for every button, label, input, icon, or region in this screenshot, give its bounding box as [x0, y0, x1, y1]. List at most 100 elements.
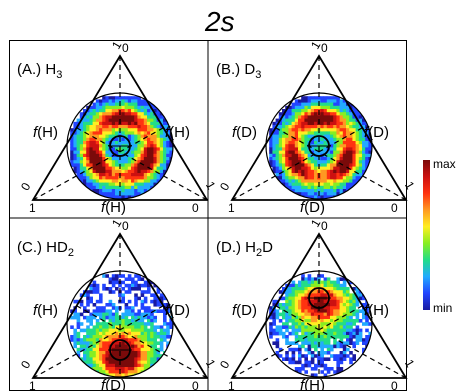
heat-cell	[108, 309, 113, 313]
heat-cell	[355, 312, 360, 317]
heat-cell	[111, 360, 116, 365]
heat-cell	[147, 306, 151, 310]
heat-cell	[304, 105, 308, 110]
heat-cell	[336, 112, 340, 116]
heat-cell	[115, 360, 119, 365]
bottom-axis-label: f(D)	[300, 199, 325, 216]
heat-cell	[355, 137, 360, 142]
heat-cell	[108, 160, 113, 164]
heat-cell	[147, 328, 151, 333]
heat-cell	[310, 283, 315, 288]
heat-cell	[102, 309, 106, 313]
heat-cell	[288, 118, 292, 123]
heat-cell	[362, 118, 366, 123]
heat-cell	[346, 105, 350, 110]
heat-cell	[143, 118, 148, 123]
heat-cell	[140, 150, 145, 155]
heat-cell	[127, 115, 132, 119]
heat-cell	[89, 351, 93, 355]
heat-cell	[108, 166, 113, 171]
heat-cell	[307, 121, 312, 126]
heat-cell	[89, 112, 93, 116]
heat-cell	[134, 322, 138, 326]
heat-cell	[333, 102, 337, 107]
heat-cell	[92, 328, 97, 333]
heat-cell	[89, 131, 93, 135]
heat-cell	[310, 166, 315, 171]
heat-cell	[137, 150, 141, 155]
heat-cell	[349, 357, 353, 361]
heat-cell	[153, 296, 157, 301]
panel-b: (B.) D3f(D) f(D)f(D)1 00 110	[216, 38, 418, 216]
heat-cell	[105, 99, 109, 103]
heat-cell	[294, 331, 299, 336]
heat-cell	[115, 373, 119, 377]
heat-cell	[105, 182, 109, 187]
heat-cell	[339, 335, 344, 339]
heat-cell	[134, 125, 138, 129]
heat-cell	[314, 192, 318, 196]
heat-cell	[153, 121, 157, 126]
heat-cell	[140, 322, 145, 326]
heat-cell	[140, 169, 145, 174]
heat-cell	[285, 290, 289, 294]
median-left	[32, 127, 164, 201]
heat-cell	[326, 325, 331, 329]
heat-cell	[137, 354, 141, 358]
heat-cell	[301, 121, 305, 126]
heat-cell	[73, 335, 77, 339]
heat-cell	[105, 137, 109, 142]
heat-cell	[352, 141, 356, 145]
heat-cell	[307, 118, 312, 123]
heat-cell	[282, 296, 286, 301]
heat-cell	[310, 322, 315, 326]
heat-cell	[102, 274, 106, 278]
heat-cell	[115, 312, 119, 317]
heat-cell	[131, 309, 135, 313]
heat-cell	[339, 338, 344, 342]
heat-cell	[336, 109, 340, 113]
heat-cell	[346, 328, 350, 333]
heat-cell	[269, 315, 273, 320]
heat-cell	[95, 360, 100, 365]
heat-cell	[134, 166, 138, 171]
heat-cell	[121, 163, 125, 167]
heat-cell	[317, 363, 321, 368]
heat-cell	[137, 131, 141, 135]
heat-cell	[288, 134, 292, 139]
heat-cell	[95, 185, 100, 190]
heat-cell	[102, 312, 106, 317]
heat-cell	[92, 115, 97, 119]
heat-cell	[150, 335, 154, 339]
heat-cell	[339, 325, 344, 329]
heat-cell	[102, 328, 106, 333]
heat-cell	[127, 277, 132, 281]
heat-cell	[86, 357, 90, 361]
heat-cell	[115, 99, 119, 103]
heat-cell	[362, 341, 366, 345]
heat-cell	[115, 105, 119, 110]
heat-cell	[342, 169, 347, 174]
heat-cell	[288, 315, 292, 320]
heat-cell	[349, 147, 353, 151]
heat-cell	[118, 274, 122, 278]
heat-cell	[137, 296, 141, 301]
heat-cell	[304, 169, 308, 174]
heat-cell	[134, 105, 138, 110]
heat-cell	[349, 169, 353, 174]
heat-cell	[95, 99, 100, 103]
heat-cell	[294, 150, 299, 155]
heat-cell	[92, 137, 97, 142]
heat-cell	[288, 306, 292, 310]
heat-cell	[346, 157, 350, 161]
heat-cell	[153, 128, 157, 132]
heat-cell	[346, 185, 350, 190]
heat-cell	[143, 115, 148, 119]
heat-cell	[143, 160, 148, 164]
heat-cell	[330, 309, 334, 313]
heat-cell	[159, 163, 164, 167]
heat-cell	[304, 118, 308, 123]
tick-bottom-right: 0	[391, 201, 398, 215]
right-axis-label: f(H)	[165, 124, 190, 141]
heat-cell	[339, 344, 344, 349]
